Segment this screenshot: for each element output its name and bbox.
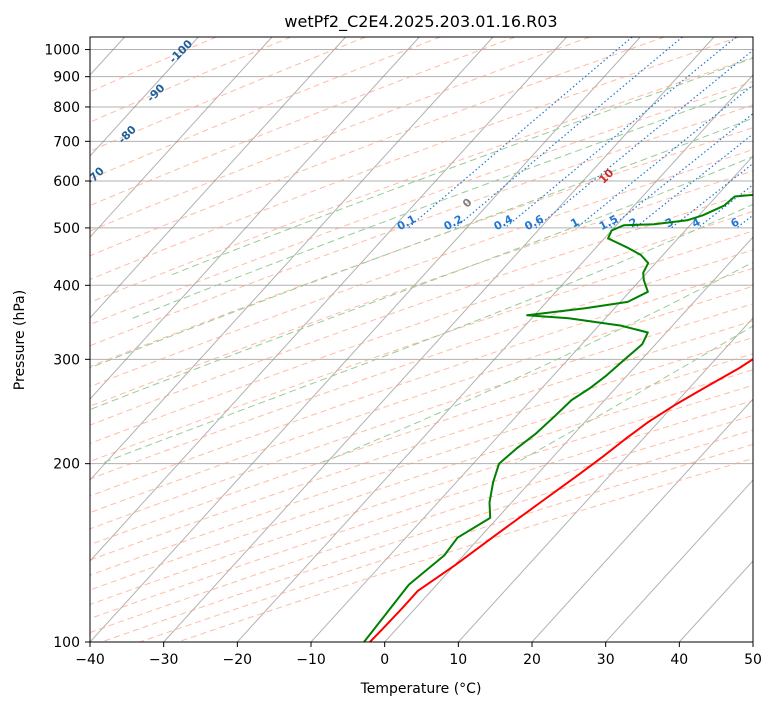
dry-adiabat-line: [90, 149, 753, 388]
x-tick-label: 50: [744, 652, 762, 668]
x-tick-label: 10: [449, 652, 467, 668]
dry-adiabat-line: [90, 230, 753, 463]
y-axis: 100 200 300 400 500 600 700 800 900 1000: [44, 43, 90, 651]
mixing-ratio-line: [535, 49, 753, 229]
mixing-ratio-line: [504, 37, 737, 229]
dry-adiabat-line: [90, 37, 217, 93]
x-axis-label: Temperature (°C): [360, 681, 482, 697]
x-tick-label: 30: [597, 652, 615, 668]
x-tick-label: 40: [670, 652, 688, 668]
dry-adiabat-line: [90, 56, 753, 303]
isotherm-line: [457, 317, 753, 642]
dry-adiabat-line: [90, 320, 753, 546]
y-tick-label: 400: [53, 278, 80, 294]
plot-area: 0.10.20.40.611.52346810131620253036 -100…: [90, 37, 753, 642]
y-tick-label: 600: [53, 174, 80, 190]
x-tick-label: −40: [75, 652, 105, 668]
dry-adiabat-line: [90, 369, 753, 591]
mixing-ratio-line: [407, 37, 633, 229]
dry-adiabat-line: [90, 353, 753, 576]
y-tick-label: 900: [53, 70, 80, 86]
moist-adiabat-line: [90, 117, 753, 369]
dry-adiabat-line: [90, 210, 753, 445]
x-tick-label: −30: [149, 652, 179, 668]
x-tick-label: −10: [296, 652, 326, 668]
mixing-ratio-line: [670, 162, 753, 229]
dry-adiabat-line: [90, 37, 665, 257]
mixing-ratio-line: [609, 112, 753, 229]
dry-adiabats: [90, 37, 753, 642]
plot-frame: [89, 36, 754, 643]
isotherm-line: [163, 37, 715, 642]
y-tick-label: 100: [53, 635, 80, 651]
moist-adiabat-line: [168, 57, 753, 277]
dry-adiabat-line: [90, 190, 753, 426]
dry-adiabat-line: [90, 170, 753, 407]
dry-adiabat-line: [90, 37, 516, 207]
mixing-ratio-line: [454, 37, 683, 229]
y-axis-label: Pressure (hPa): [12, 290, 28, 390]
dry-adiabat-line: [90, 37, 366, 152]
isotherm-line: [90, 37, 346, 319]
isotherm-line: [605, 479, 753, 642]
temperature-profile-line: [369, 357, 753, 642]
isotherm-line: [384, 236, 753, 642]
dewpoint-profile-line: [363, 193, 753, 642]
y-tick-label: 1000: [44, 43, 80, 59]
x-tick-label: −20: [223, 652, 253, 668]
isotherm-line: [90, 37, 494, 481]
isotherm-line: [236, 74, 753, 642]
chart-title: wetPf2_C2E4.2025.203.01.16.R03: [284, 12, 557, 32]
isotherms: [90, 37, 753, 642]
y-tick-label: 300: [53, 352, 80, 368]
moist-adiabat-line: [100, 203, 753, 465]
moist-adiabat-line: [128, 85, 753, 321]
x-tick-label: 20: [523, 652, 541, 668]
isotherm-line: [90, 37, 567, 562]
isotherm-line: [531, 398, 753, 642]
y-tick-label: 500: [53, 221, 80, 237]
y-tick-label: 700: [53, 134, 80, 150]
isotherm-line: [90, 37, 641, 642]
y-tick-label: 200: [53, 457, 80, 473]
moist-adiabats: [90, 57, 753, 465]
sounding-profiles: [363, 193, 753, 642]
isotherm-line: [90, 37, 420, 400]
pressure-grid: [90, 49, 753, 642]
isotherm-line: [90, 37, 273, 238]
mixing-ratio-line: [576, 84, 753, 229]
isotherm-line: [90, 37, 199, 157]
x-axis: −40 −30 −20 −10 0 10 20 30 40 50: [75, 642, 762, 668]
dry-adiabat-line: [90, 267, 753, 497]
dry-adiabat-line: [90, 37, 590, 232]
dry-adiabat-line: [90, 37, 441, 180]
moist-adiabat-line: [514, 325, 753, 465]
y-tick-label: 800: [53, 100, 80, 116]
x-tick-label: 0: [380, 652, 389, 668]
dry-adiabat-line: [90, 37, 740, 280]
